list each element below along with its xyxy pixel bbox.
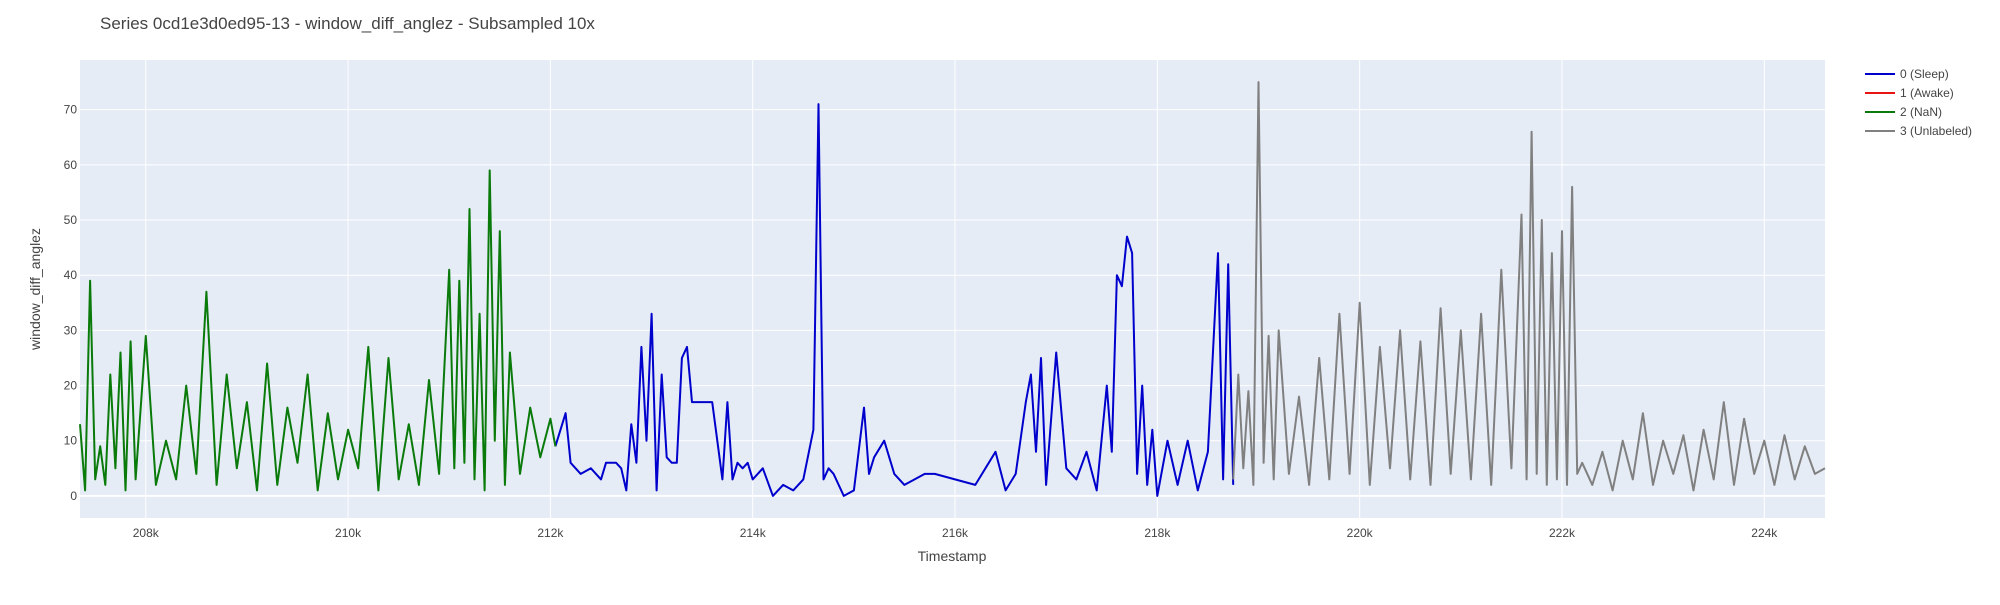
y-axis-title: window_diff_anglez (27, 228, 43, 351)
y-tick-label: 50 (64, 213, 78, 227)
y-tick-label: 30 (64, 323, 78, 337)
y-tick-label: 60 (64, 158, 78, 172)
legend-label: 2 (NaN) (1900, 105, 1942, 119)
x-tick-label: 210k (335, 526, 362, 540)
x-tick-label: 224k (1751, 526, 1778, 540)
legend-label: 0 (Sleep) (1900, 67, 1949, 81)
series-line (554, 103, 1235, 497)
y-axis-ticks: 0 10 20 30 40 50 60 70 (64, 103, 78, 503)
y-tick-label: 70 (64, 103, 78, 117)
x-tick-label: 220k (1347, 526, 1374, 540)
y-tick-label: 10 (64, 434, 78, 448)
x-axis-title: Timestamp (918, 548, 987, 564)
x-tick-label: 208k (133, 526, 160, 540)
x-tick-label: 214k (740, 526, 767, 540)
series-lines (79, 81, 1826, 497)
legend-item[interactable]: 1 (Awake) (1865, 86, 1954, 100)
x-tick-label: 218k (1144, 526, 1171, 540)
x-tick-label: 216k (942, 526, 969, 540)
legend[interactable]: 0 (Sleep) 1 (Awake) 2 (NaN) 3 (Unlabeled) (1865, 67, 1972, 138)
series-line (1232, 81, 1826, 492)
legend-label: 1 (Awake) (1900, 86, 1954, 100)
grid-lines (80, 60, 1825, 518)
x-axis-ticks: 208k 210k 212k 214k 216k 218k 220k 222k 224k (133, 526, 1779, 540)
series-line (79, 169, 557, 492)
legend-item[interactable]: 2 (NaN) (1865, 105, 1942, 119)
x-tick-label: 222k (1549, 526, 1576, 540)
y-tick-label: 40 (64, 268, 78, 282)
chart-title: Series 0cd1e3d0ed95-13 - window_diff_ang… (100, 14, 595, 33)
y-tick-label: 20 (64, 379, 78, 393)
legend-item[interactable]: 0 (Sleep) (1865, 67, 1949, 81)
y-tick-label: 0 (70, 489, 77, 503)
x-tick-label: 212k (537, 526, 564, 540)
legend-label: 3 (Unlabeled) (1900, 124, 1972, 138)
legend-item[interactable]: 3 (Unlabeled) (1865, 124, 1972, 138)
